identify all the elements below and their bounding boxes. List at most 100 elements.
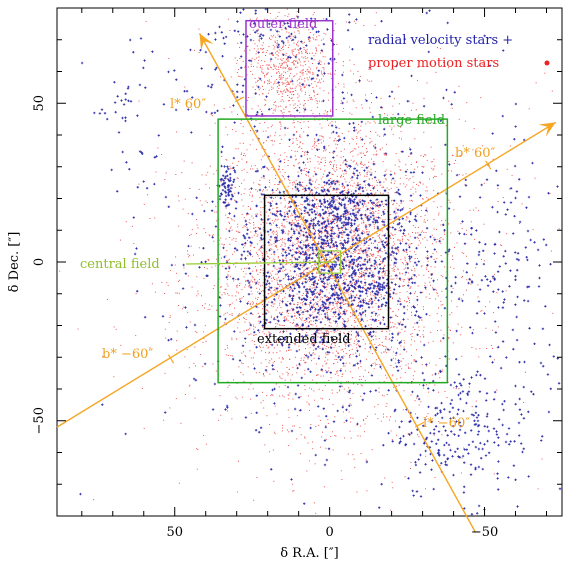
proper-motion-star (274, 41, 276, 43)
proper-motion-star (345, 235, 347, 236)
proper-motion-star (291, 68, 293, 70)
proper-motion-star (292, 138, 294, 140)
proper-motion-star (372, 335, 374, 337)
proper-motion-star (296, 293, 298, 295)
proper-motion-star (208, 259, 210, 261)
proper-motion-star (308, 94, 310, 96)
proper-motion-star (287, 66, 289, 67)
proper-motion-star (177, 195, 179, 197)
proper-motion-star (282, 224, 283, 226)
proper-motion-star (393, 256, 395, 258)
proper-motion-star (448, 161, 450, 162)
proper-motion-star (367, 170, 369, 172)
proper-motion-star (288, 96, 290, 98)
proper-motion-star (372, 237, 374, 239)
proper-motion-star (291, 51, 293, 53)
proper-motion-star (297, 241, 299, 243)
proper-motion-star (195, 330, 197, 332)
proper-motion-star (350, 312, 351, 314)
proper-motion-star (421, 265, 423, 267)
proper-motion-star (480, 97, 482, 99)
proper-motion-star (259, 288, 261, 290)
proper-motion-star (210, 113, 212, 115)
proper-motion-star (412, 274, 414, 276)
proper-motion-star (511, 175, 513, 177)
proper-motion-star (276, 273, 278, 275)
proper-motion-star (409, 300, 411, 301)
proper-motion-star (274, 405, 276, 407)
proper-motion-star (321, 344, 323, 345)
proper-motion-star (287, 445, 289, 447)
proper-motion-star (297, 219, 299, 221)
proper-motion-star (213, 173, 215, 175)
proper-motion-star (306, 154, 308, 155)
proper-motion-star (275, 57, 277, 59)
proper-motion-star (366, 251, 368, 253)
proper-motion-star (470, 283, 472, 285)
proper-motion-star (389, 236, 391, 238)
proper-motion-star (272, 87, 274, 89)
proper-motion-star (325, 356, 327, 358)
proper-motion-star (300, 359, 302, 361)
proper-motion-star (280, 67, 282, 68)
proper-motion-star (240, 119, 242, 121)
proper-motion-star (224, 288, 226, 290)
proper-motion-star (332, 229, 334, 231)
proper-motion-star (295, 213, 297, 215)
proper-motion-star (381, 268, 383, 270)
proper-motion-star (357, 154, 359, 156)
proper-motion-star (213, 285, 215, 287)
proper-motion-star (275, 383, 277, 385)
proper-motion-star (367, 259, 369, 261)
proper-motion-star (341, 260, 342, 262)
proper-motion-star (379, 256, 381, 258)
proper-motion-star (440, 242, 442, 244)
proper-motion-star (347, 212, 349, 214)
proper-motion-star (355, 295, 357, 297)
proper-motion-star (293, 64, 295, 66)
proper-motion-star (284, 152, 286, 154)
proper-motion-star (297, 84, 299, 86)
proper-motion-star (435, 288, 437, 290)
proper-motion-star (358, 318, 360, 320)
proper-motion-star (283, 325, 285, 326)
proper-motion-star (426, 186, 428, 188)
proper-motion-star (416, 161, 417, 163)
proper-motion-star (407, 305, 409, 307)
proper-motion-star (362, 272, 364, 274)
proper-motion-star (398, 230, 400, 232)
proper-motion-star (281, 258, 283, 260)
proper-motion-star (344, 203, 346, 205)
proper-motion-star (187, 311, 189, 313)
proper-motion-star (299, 227, 301, 229)
proper-motion-star (435, 241, 437, 243)
proper-motion-star (337, 300, 339, 302)
proper-motion-star (240, 193, 242, 195)
proper-motion-star (383, 381, 385, 383)
proper-motion-star (222, 265, 224, 267)
proper-motion-star (382, 161, 384, 162)
proper-motion-star (226, 250, 228, 252)
proper-motion-star (415, 232, 417, 234)
proper-motion-star (244, 355, 246, 356)
proper-motion-star (432, 273, 434, 275)
proper-motion-star (276, 344, 278, 346)
proper-motion-star (335, 232, 337, 234)
proper-motion-star (335, 311, 337, 313)
proper-motion-star (331, 392, 333, 394)
proper-motion-star (379, 218, 381, 220)
proper-motion-star (278, 106, 280, 108)
proper-motion-star (402, 409, 404, 411)
proper-motion-star (203, 338, 205, 340)
proper-motion-star (169, 315, 171, 317)
proper-motion-star (309, 189, 310, 191)
proper-motion-star (301, 148, 303, 150)
proper-motion-star (277, 187, 279, 189)
proper-motion-star (278, 284, 280, 285)
proper-motion-star (187, 213, 189, 215)
proper-motion-star (417, 237, 419, 239)
proper-motion-star (244, 66, 246, 68)
proper-motion-star (332, 253, 334, 255)
proper-motion-star (290, 37, 292, 39)
proper-motion-star (276, 50, 278, 52)
